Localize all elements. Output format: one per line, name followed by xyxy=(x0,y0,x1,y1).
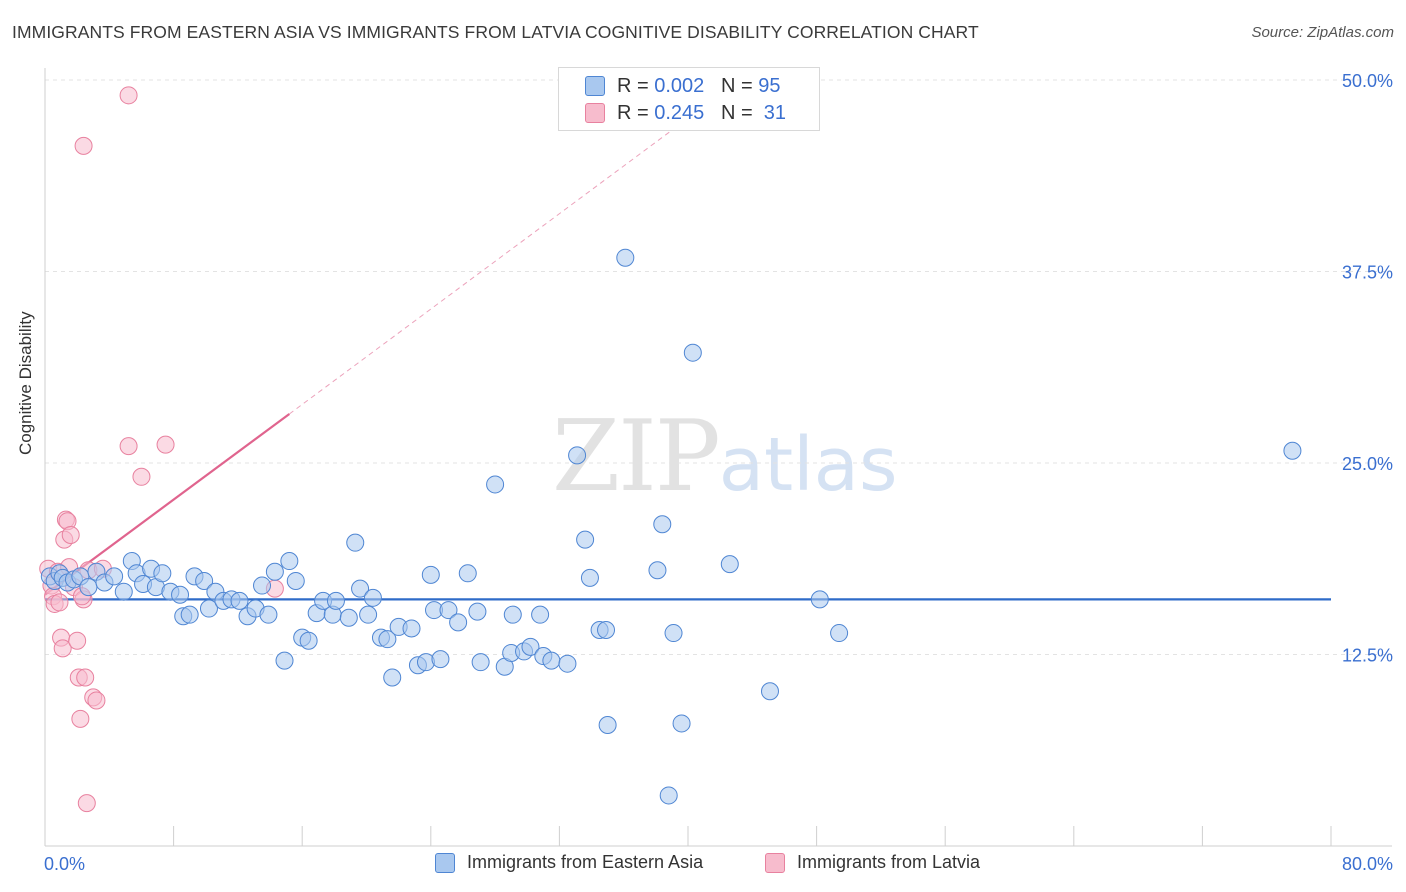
data-point-eastern-asia xyxy=(597,620,616,639)
legend-n-label: N = xyxy=(720,102,753,124)
data-point-eastern-asia xyxy=(568,446,587,465)
data-point-eastern-asia xyxy=(286,571,305,590)
legend-r-label: R = xyxy=(617,102,649,124)
data-point-eastern-asia xyxy=(259,605,278,624)
data-point-eastern-asia xyxy=(280,552,299,571)
data-point-eastern-asia xyxy=(351,579,370,598)
source-credit: Source: ZipAtlas.com xyxy=(1251,24,1394,41)
data-point-eastern-asia xyxy=(230,591,249,610)
data-point-eastern-asia xyxy=(431,650,450,669)
data-point-eastern-asia xyxy=(421,565,440,584)
data-point-eastern-asia xyxy=(346,533,365,552)
data-point-eastern-asia xyxy=(195,571,214,590)
data-point-eastern-asia xyxy=(402,619,421,638)
data-point-eastern-asia xyxy=(458,564,477,583)
data-point-eastern-asia xyxy=(521,637,540,656)
data-point-eastern-asia xyxy=(664,624,683,643)
data-point-eastern-asia xyxy=(542,651,561,670)
data-point-eastern-asia xyxy=(383,668,402,687)
axes xyxy=(44,68,1392,847)
data-point-latvia xyxy=(68,631,87,650)
data-point-eastern-asia xyxy=(672,714,691,733)
data-point-eastern-asia xyxy=(531,605,550,624)
trend-line-latvia-extension xyxy=(289,117,689,415)
legend-n-value: 95 xyxy=(758,75,781,97)
data-point-eastern-asia xyxy=(378,630,397,649)
data-point-latvia xyxy=(53,639,72,658)
data-point-eastern-asia xyxy=(439,601,458,620)
chart-title: IMMIGRANTS FROM EASTERN ASIA VS IMMIGRAN… xyxy=(12,22,979,42)
x-tick-label: 80.0% xyxy=(1342,854,1393,874)
data-points xyxy=(39,86,1302,813)
data-point-eastern-asia xyxy=(468,602,487,621)
data-point-eastern-asia xyxy=(359,605,378,624)
data-point-eastern-asia xyxy=(648,561,667,580)
data-point-eastern-asia xyxy=(326,591,345,610)
data-point-eastern-asia xyxy=(760,682,779,701)
data-point-eastern-asia xyxy=(253,576,272,595)
y-tick-label: 25.0% xyxy=(1342,454,1393,474)
series-name: Immigrants from Latvia xyxy=(797,852,981,872)
legend-r-label: R = xyxy=(617,75,649,97)
data-point-eastern-asia xyxy=(683,343,702,362)
legend-swatch-blue xyxy=(585,76,605,96)
data-point-latvia xyxy=(76,668,95,687)
data-point-eastern-asia xyxy=(299,631,318,650)
grid-lines xyxy=(45,79,1392,655)
data-point-latvia xyxy=(87,691,106,710)
data-point-latvia xyxy=(77,794,96,813)
data-point-eastern-asia xyxy=(659,786,678,805)
series-swatch-blue xyxy=(435,853,455,873)
x-tick-label: 0.0% xyxy=(44,854,85,874)
y-axis-label: Cognitive Disability xyxy=(16,311,35,455)
legend-n-value: 31 xyxy=(763,102,787,124)
data-point-eastern-asia xyxy=(199,599,218,618)
data-point-eastern-asia xyxy=(471,653,490,672)
data-point-eastern-asia xyxy=(580,568,599,587)
data-point-eastern-asia xyxy=(79,578,98,597)
legend-r-value: 0.002 xyxy=(654,75,705,97)
data-point-eastern-asia xyxy=(1283,441,1302,460)
legend-n-label: N = xyxy=(720,75,753,97)
data-point-latvia xyxy=(132,467,151,486)
data-point-eastern-asia xyxy=(153,564,172,583)
data-point-eastern-asia xyxy=(810,590,829,609)
data-point-eastern-asia xyxy=(449,613,468,632)
data-point-latvia xyxy=(119,437,138,456)
legend-r-value: 0.245 xyxy=(654,102,705,124)
data-point-eastern-asia xyxy=(114,582,133,601)
data-point-eastern-asia xyxy=(265,562,284,581)
y-tick-label: 50.0% xyxy=(1342,71,1393,91)
data-point-eastern-asia xyxy=(486,475,505,494)
series-swatch-pink xyxy=(765,853,785,873)
data-point-latvia xyxy=(156,435,175,454)
legend-swatch-pink xyxy=(585,103,605,123)
data-point-latvia xyxy=(50,593,69,612)
data-point-eastern-asia xyxy=(576,530,595,549)
data-point-latvia xyxy=(119,86,138,105)
tick-labels: 12.5% 25.0% 37.5% 50.0% 0.0% 80.0% xyxy=(44,71,1393,874)
data-point-latvia xyxy=(71,709,90,728)
data-point-eastern-asia xyxy=(180,605,199,624)
data-point-eastern-asia xyxy=(720,555,739,574)
data-point-eastern-asia xyxy=(275,651,294,670)
data-point-latvia xyxy=(74,136,93,155)
stats-legend: R = 0.002 N = 95 R = 0.245 N = 31 xyxy=(558,67,820,131)
data-point-eastern-asia xyxy=(339,608,358,627)
data-point-eastern-asia xyxy=(653,515,672,534)
data-point-eastern-asia xyxy=(598,715,617,734)
data-point-eastern-asia xyxy=(503,605,522,624)
data-point-eastern-asia xyxy=(363,588,382,607)
y-tick-label: 12.5% xyxy=(1342,646,1393,666)
data-point-latvia xyxy=(61,526,80,545)
data-point-eastern-asia xyxy=(830,624,849,643)
data-point-eastern-asia xyxy=(558,654,577,673)
data-point-eastern-asia xyxy=(616,248,635,267)
watermark-atlas: atlas xyxy=(718,422,898,508)
data-point-eastern-asia xyxy=(171,585,190,604)
y-tick-label: 37.5% xyxy=(1342,263,1393,283)
series-name: Immigrants from Eastern Asia xyxy=(467,852,704,872)
data-point-eastern-asia xyxy=(105,567,124,586)
